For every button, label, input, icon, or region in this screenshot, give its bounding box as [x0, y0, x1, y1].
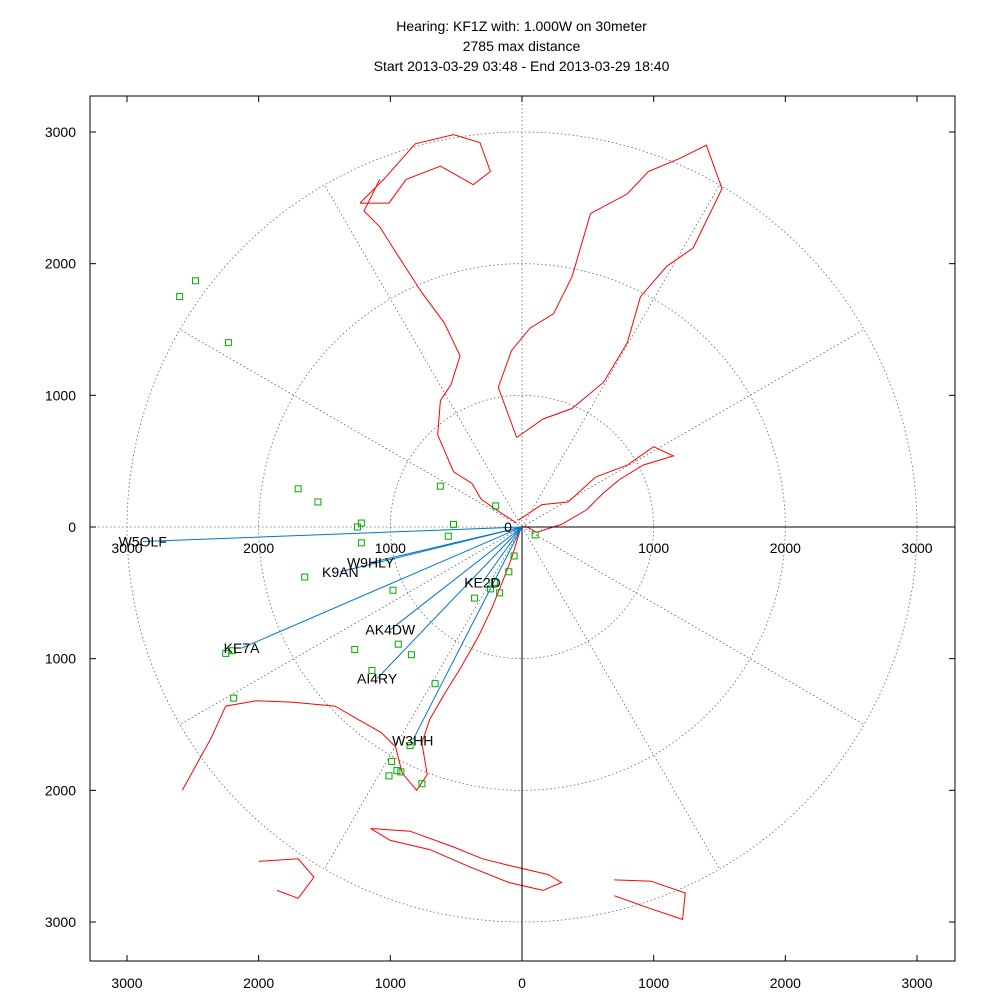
path-line-ke7a [241, 526, 523, 649]
spot-marker [230, 694, 238, 702]
spoke-line-210 [324, 526, 523, 870]
spot-marker [510, 552, 518, 560]
station-label-ke2d: KE2D [464, 574, 501, 590]
spot-marker [444, 532, 452, 540]
spot-marker [228, 647, 236, 655]
spot-marker [357, 519, 365, 527]
inner-x-tick-label: 3000 [901, 540, 932, 556]
inner-x-tick-label: 3000 [111, 540, 142, 556]
spot-marker [490, 578, 498, 586]
station-label-k9an: K9AN [322, 564, 359, 580]
spot-marker [222, 649, 230, 657]
station-label-w9hly: W9HLY [347, 555, 395, 571]
spot-marker [294, 485, 302, 493]
spoke-line-150 [521, 526, 720, 870]
axes [90, 96, 955, 961]
x-tick-label: 1000 [375, 975, 406, 991]
station-label-ke7a: KE7A [224, 640, 260, 656]
spoke-line-30 [521, 184, 720, 528]
inner-x-tick-label: 1000 [638, 540, 669, 556]
spoke-line-240 [179, 526, 523, 725]
spot-marker [394, 640, 402, 648]
inner-origin-label: 0 [504, 519, 512, 535]
polar-grid [90, 96, 918, 923]
spot-marker [357, 539, 365, 547]
spot-marker [486, 585, 494, 593]
spot-marker [191, 277, 199, 285]
x-tick-label: 2000 [243, 975, 274, 991]
station-label-ai4ry: AI4RY [357, 670, 398, 686]
spot-marker [436, 482, 444, 490]
coastline-1 [181, 528, 522, 792]
path-line-ai4ry [376, 526, 523, 679]
spot-marker [393, 767, 401, 775]
coastline-7 [258, 858, 315, 899]
x-tick-label: 3000 [111, 975, 142, 991]
spot-marker [492, 502, 500, 510]
tick-labels: 3000 2000 1000 0 1000 2000 3000 3000 2000 1000 0 10… [45, 124, 933, 991]
coastline-map [181, 134, 723, 921]
x-tick-label: 3000 [901, 975, 932, 991]
inner-x-tick-label: 2000 [243, 540, 274, 556]
spoke-line-60 [521, 329, 865, 528]
spot-marker [407, 651, 415, 659]
x-tick-label: 0 [518, 975, 526, 991]
propagation-paths [142, 526, 523, 741]
coastline-0 [363, 179, 517, 524]
spot-marker [176, 293, 184, 301]
y-tick-label: 3000 [45, 914, 76, 930]
station-label-w3hh: W3HH [392, 732, 433, 748]
spot-marker [314, 498, 322, 506]
x-tick-label: 2000 [770, 975, 801, 991]
spot-marker [496, 589, 504, 597]
y-tick-label: 1000 [45, 387, 76, 403]
coastline-4 [359, 134, 491, 204]
x-tick-label: 1000 [638, 975, 669, 991]
spoke-line-120 [521, 526, 865, 725]
path-line-w3hh [412, 526, 523, 741]
path-line-ke2d [482, 526, 523, 583]
spoke-line-300 [179, 329, 523, 528]
spot-marker [505, 568, 513, 576]
y-tick-label: 2000 [45, 782, 76, 798]
spot-marker [406, 742, 414, 750]
coastline-5 [370, 828, 563, 891]
path-line-w5olf [142, 526, 523, 542]
y-tick-label: 1000 [45, 651, 76, 667]
spot-marker [389, 586, 397, 594]
spot-marker [471, 594, 479, 602]
inner-x-tick-label: 1000 [375, 540, 406, 556]
y-tick-label: 3000 [45, 124, 76, 140]
spot-marker [450, 520, 458, 528]
coastline-2 [517, 446, 675, 533]
spoke-line-330 [324, 184, 523, 528]
coastline-3 [497, 144, 723, 438]
path-line-k9an [340, 526, 523, 573]
chart-title: Hearing: KF1Z with: 1.000W on 30meter [396, 18, 647, 34]
path-line-ak4dw [390, 526, 523, 631]
spot-marker [397, 768, 405, 776]
spot-marker [368, 667, 376, 675]
y-tick-label: 0 [68, 519, 76, 535]
spot-marker [418, 780, 426, 788]
spot-marker [385, 772, 393, 780]
chart-subtitle-time-range: Start 2013-03-29 03:48 - End 2013-03-29 … [373, 58, 670, 74]
spot-marker [301, 573, 309, 581]
chart-subtitle-distance: 2785 max distance [462, 38, 581, 54]
spot-marker [351, 645, 359, 653]
station-label-ak4dw: AK4DW [365, 622, 416, 638]
spot-marker [431, 680, 439, 688]
inner-x-tick-label: 2000 [770, 540, 801, 556]
spot-marker [353, 523, 361, 531]
y-tick-label: 2000 [45, 256, 76, 272]
station-label-w5olf: W5OLF [119, 533, 167, 549]
spot-marker [388, 757, 396, 765]
spot-marker [531, 531, 539, 539]
spot-markers [176, 277, 539, 788]
coastline-6 [614, 879, 686, 921]
spot-marker [224, 339, 232, 347]
